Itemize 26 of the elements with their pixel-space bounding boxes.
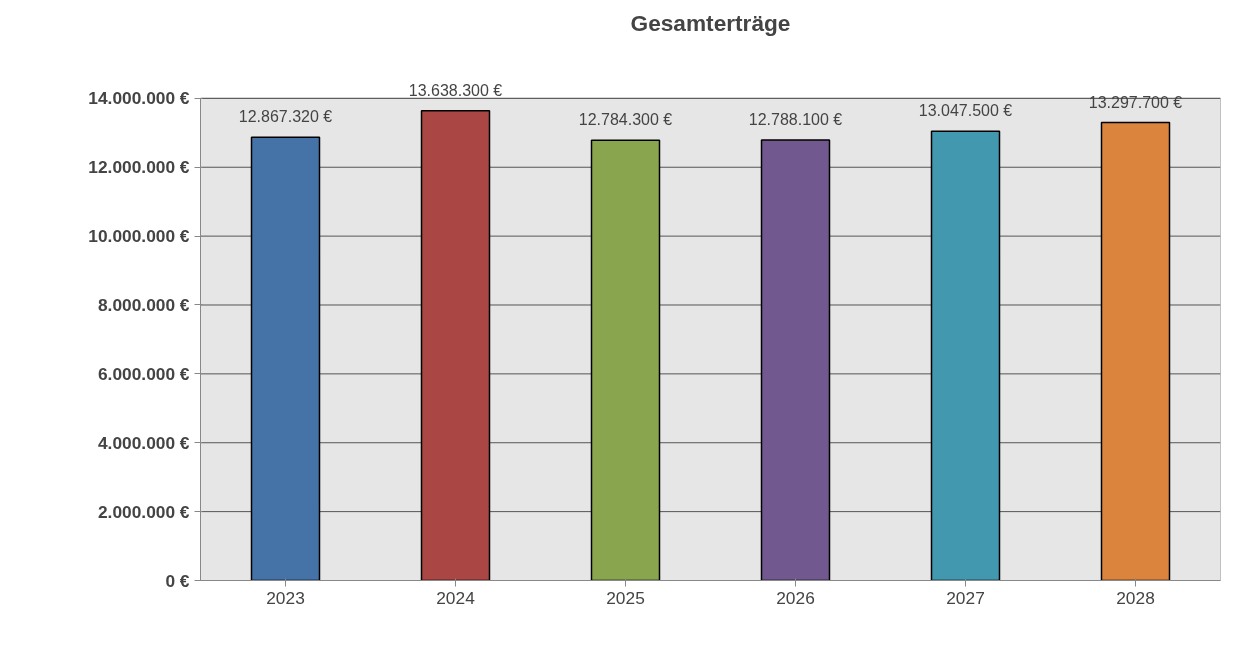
y-tick-label: 0 € <box>165 570 190 591</box>
data-label: 12.788.100 € <box>748 111 843 129</box>
x-tick-label: 2028 <box>1116 587 1155 608</box>
y-tick-label: 4.000.000 € <box>97 432 190 453</box>
y-tick-label: 8.000.000 € <box>97 294 190 315</box>
bar <box>250 136 321 581</box>
bar <box>760 139 831 581</box>
y-tick-label: 12.000.000 € <box>88 157 190 178</box>
x-tick-label: 2025 <box>606 587 645 608</box>
data-label: 12.784.300 € <box>578 111 673 129</box>
data-label: 12.867.320 € <box>238 108 333 126</box>
data-label: 13.638.300 € <box>408 81 503 99</box>
y-tick-label: 2.000.000 € <box>97 501 190 522</box>
y-tick-label: 14.000.000 € <box>88 88 190 109</box>
bar <box>1100 121 1171 581</box>
data-label: 13.047.500 € <box>918 102 1013 120</box>
bar <box>420 110 491 581</box>
y-tick-label: 10.000.000 € <box>88 226 190 247</box>
y-tick-label: 6.000.000 € <box>97 363 190 384</box>
x-tick-label: 2027 <box>946 587 985 608</box>
bar <box>930 130 1001 581</box>
bar <box>590 139 661 581</box>
x-tick-label: 2023 <box>266 587 305 608</box>
x-tick-label: 2026 <box>776 587 815 608</box>
x-tick-label: 2024 <box>436 587 476 608</box>
chart-title: Gesamterträge <box>630 9 791 36</box>
